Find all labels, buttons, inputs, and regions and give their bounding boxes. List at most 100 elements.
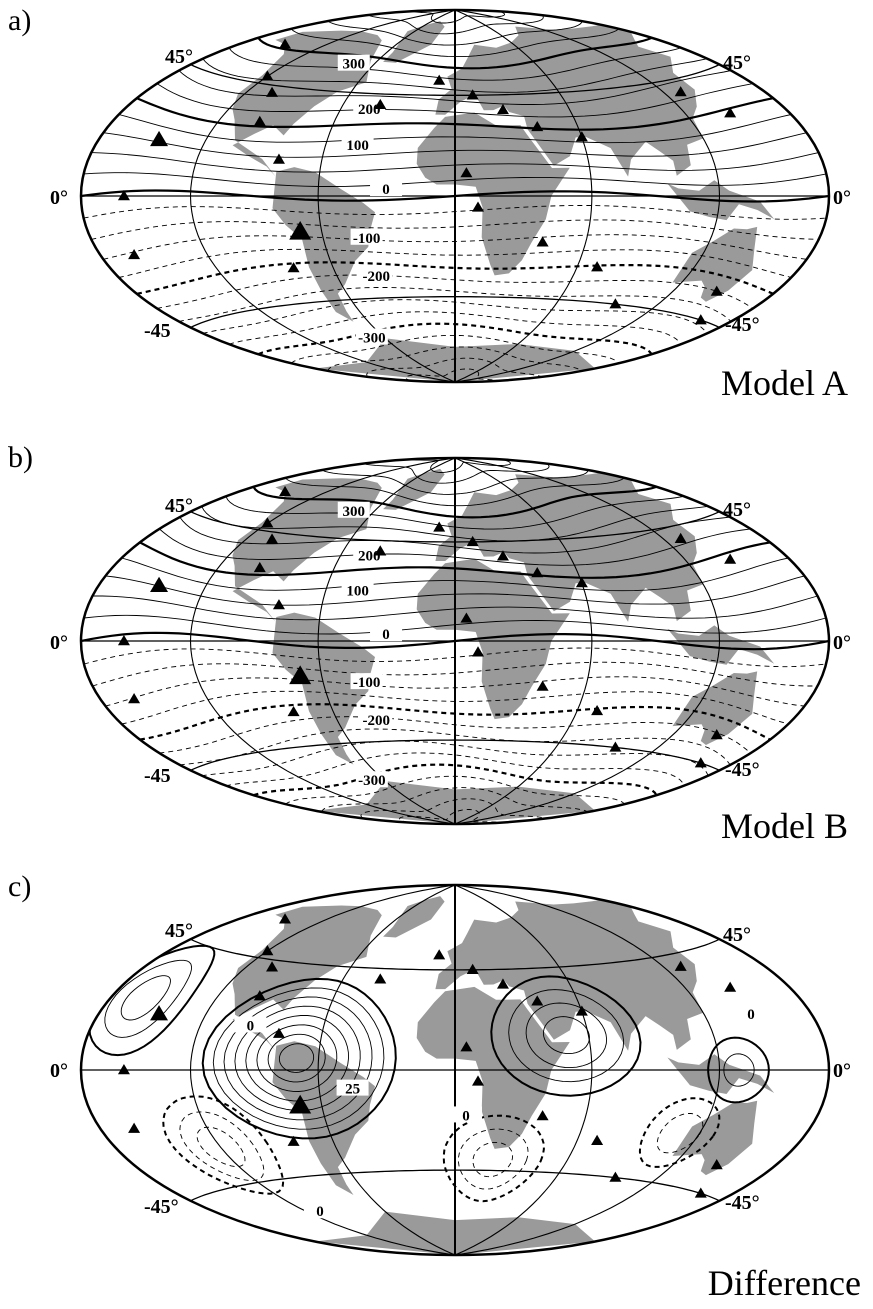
- contour-label: 0: [382, 627, 390, 643]
- station-triangle: [724, 553, 737, 564]
- station-triangle: [609, 741, 622, 752]
- lat-label-eq-left: 0°: [50, 1060, 68, 1082]
- station-triangle: [575, 577, 588, 588]
- panel-model-b: b) 300 200 100 0 -100 -200 -300 45° 45° 0° 0° …: [0, 437, 873, 873]
- station-triangle: [289, 220, 312, 240]
- contour: [638, 1097, 721, 1168]
- land-eurasia: [435, 472, 704, 622]
- station-triangle: [117, 635, 130, 646]
- panel-model-a: a) 300 200 100 0 -100 -200 -300 45° 45° 0° 0° …: [0, 0, 873, 436]
- station-triangle: [674, 960, 687, 971]
- station-triangle: [710, 729, 723, 740]
- meridian: [454, 884, 593, 1256]
- stations: [117, 485, 737, 768]
- station-triangle: [287, 262, 300, 273]
- station-triangle: [287, 705, 300, 717]
- station-triangle: [261, 70, 274, 81]
- contour: [245, 1015, 349, 1102]
- land-australia: [672, 226, 758, 302]
- contour-label-bg: [303, 1202, 336, 1219]
- station-triangle: [117, 190, 130, 201]
- model-label: Model A: [720, 363, 848, 403]
- station-triangle: [117, 1064, 130, 1075]
- station-triangle: [674, 86, 687, 97]
- contour-label: -300: [358, 330, 386, 346]
- station-triangle: [460, 612, 473, 623]
- lat-label-s45-left: -45°: [144, 1196, 179, 1218]
- contour: [196, 1126, 246, 1168]
- station-triangle: [150, 576, 169, 593]
- station-triangle: [287, 1135, 300, 1146]
- contour-label-bg: [370, 625, 403, 642]
- graticule: [81, 884, 829, 1256]
- station-triangle: [466, 963, 479, 974]
- land-greenland: [383, 896, 445, 938]
- station-triangle: [591, 1134, 604, 1145]
- contour-label: -100: [353, 231, 381, 247]
- lat-label-s45-right: -45°: [725, 759, 760, 781]
- contour-label-bg: [370, 180, 403, 197]
- contour-label: 100: [346, 138, 369, 154]
- station-triangle: [272, 599, 285, 610]
- contour-label: 200: [358, 548, 381, 564]
- station-triangle: [261, 944, 274, 956]
- station-triangle: [674, 532, 687, 543]
- contour: [179, 1111, 265, 1181]
- panel-difference: c) 0 25 0 0 0 45° 45° 0° 0° -45° -45° Differ…: [0, 866, 873, 1303]
- lat-label-n45-left: 45°: [165, 495, 193, 517]
- lat-label-eq-left: 0°: [50, 187, 68, 209]
- station-triangle: [531, 120, 544, 132]
- lat-label-eq-right: 0°: [833, 187, 851, 209]
- contour: [457, 1128, 529, 1190]
- contour-label: -200: [362, 713, 390, 729]
- contour-label-bg: [337, 54, 370, 71]
- stations: [117, 913, 737, 1198]
- station-triangle: [433, 74, 446, 85]
- station-triangle: [374, 973, 387, 984]
- contour: [267, 1033, 326, 1083]
- contour-label-bg: [350, 673, 383, 690]
- contour: [656, 1113, 704, 1154]
- contour: [162, 1095, 285, 1195]
- lat-label-eq-left: 0°: [50, 632, 68, 654]
- station-triangle: [272, 153, 285, 164]
- station-triangle: [374, 98, 387, 110]
- contour-label: 0: [382, 182, 390, 198]
- station-triangle: [496, 550, 509, 561]
- station-triangle: [694, 314, 707, 325]
- map-outline: [79, 8, 831, 384]
- lat-label-n45-right: 45°: [723, 499, 751, 521]
- station-triangle: [694, 757, 707, 768]
- contour: [212, 987, 385, 1130]
- meridian: [454, 457, 593, 825]
- station-triangle: [279, 485, 292, 497]
- station-triangle: [531, 995, 544, 1006]
- land-south-america: [272, 167, 375, 322]
- station-triangle: [591, 261, 604, 272]
- contour: [508, 989, 625, 1083]
- stations: [117, 38, 737, 325]
- station-triangle: [536, 236, 549, 247]
- meridian: [189, 457, 456, 825]
- station-triangle: [253, 561, 266, 573]
- station-triangle: [694, 1187, 707, 1198]
- contour-label: 0: [316, 1204, 324, 1220]
- station-triangle: [374, 545, 387, 556]
- model-label: Difference: [707, 1263, 861, 1303]
- model-label: Model B: [720, 806, 848, 846]
- contour-label-bg: [355, 328, 388, 345]
- station-triangle: [472, 201, 485, 212]
- station-triangle: [150, 130, 169, 147]
- lat-label-s45-right: -45°: [725, 314, 760, 336]
- contour-label-bg: [355, 771, 388, 788]
- contour-label: 25: [345, 1082, 360, 1098]
- contour-label: 0: [747, 1007, 755, 1023]
- land-eurasia: [435, 899, 704, 1051]
- meridian: [454, 884, 721, 1256]
- land-greenland: [383, 21, 445, 63]
- station-triangle: [266, 961, 279, 972]
- panel-label: b): [8, 441, 33, 474]
- contour-label: -100: [353, 675, 381, 691]
- contour: [442, 1114, 545, 1203]
- station-triangle: [261, 517, 274, 528]
